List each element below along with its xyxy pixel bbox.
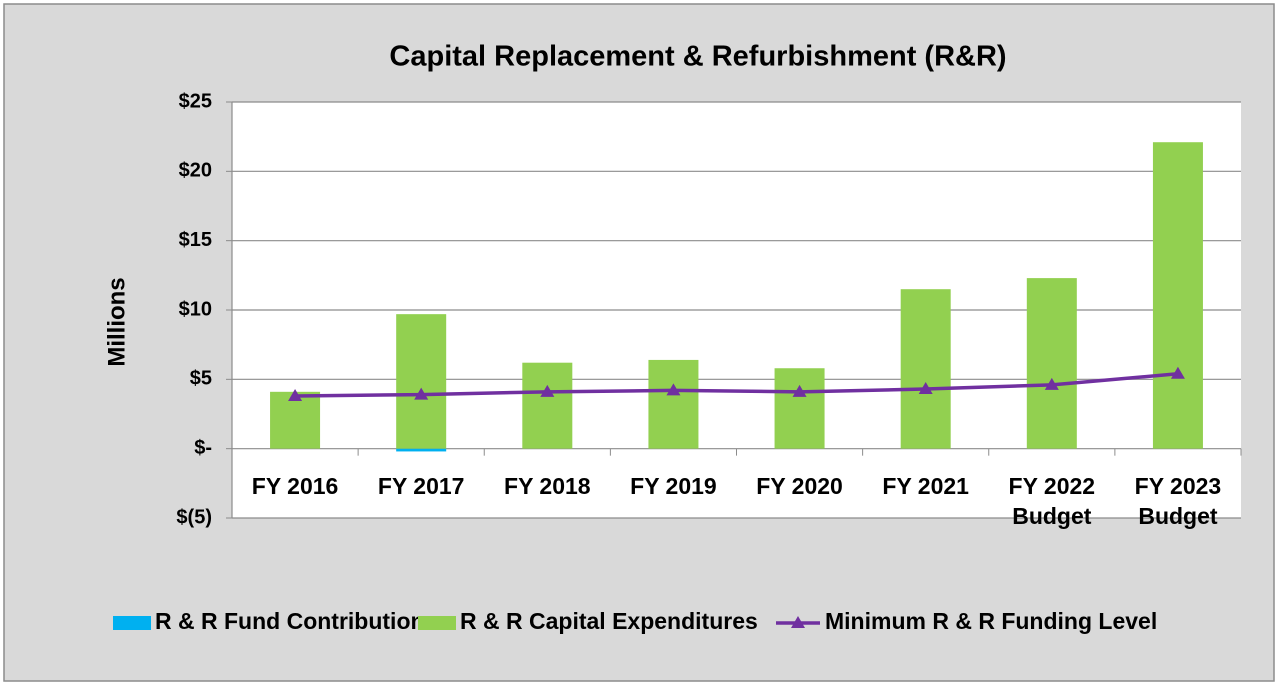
x-tick-label: FY 2018 [504, 473, 591, 499]
y-tick-label: $- [194, 437, 212, 459]
y-tick-label: $20 [179, 160, 212, 182]
line-marker [1170, 366, 1185, 379]
bar [774, 368, 825, 449]
line [295, 372, 1179, 398]
legend-label: R & R Capital Expenditures [460, 608, 758, 634]
y-tick-label: $15 [179, 229, 212, 251]
x-tick-label: FY 2023 Budget [1135, 473, 1222, 529]
line-marker [414, 387, 429, 400]
y-tick-label: $25 [179, 90, 212, 112]
y-tick-label: $(5) [176, 506, 212, 528]
chart-title: Capital Replacement & Refurbishment (R&R… [389, 41, 1006, 73]
line-marker [792, 384, 807, 397]
x-tick-label: FY 2020 [756, 473, 843, 499]
line-marker [288, 388, 303, 401]
bar [270, 391, 321, 449]
legend-label: Minimum R & R Funding Level [825, 608, 1157, 634]
legend-marker [791, 616, 805, 628]
x-tick-label: FY 2021 [882, 473, 969, 499]
x-tick-label: FY 2017 [378, 473, 465, 499]
line-marker [918, 382, 933, 395]
x-tick-label: FY 2016 [252, 473, 339, 499]
bar [648, 359, 699, 449]
line-marker [1044, 377, 1059, 390]
x-tick-label: FY 2019 [630, 473, 717, 499]
legend-swatch [113, 616, 151, 630]
bar [1026, 278, 1077, 449]
bar [522, 362, 573, 449]
bar [396, 448, 447, 452]
bar [1152, 142, 1203, 449]
y-tick-label: $10 [179, 298, 212, 320]
bar [396, 314, 447, 449]
y-tick-label: $5 [190, 368, 212, 390]
legend-label: R & R Fund Contribution [155, 608, 425, 634]
bar [900, 289, 951, 449]
legend-swatch [418, 616, 456, 630]
x-tick-label: FY 2022 Budget [1009, 473, 1096, 529]
line-marker [540, 384, 555, 397]
y-axis-title: Millions [103, 277, 130, 366]
line-marker [666, 383, 681, 396]
